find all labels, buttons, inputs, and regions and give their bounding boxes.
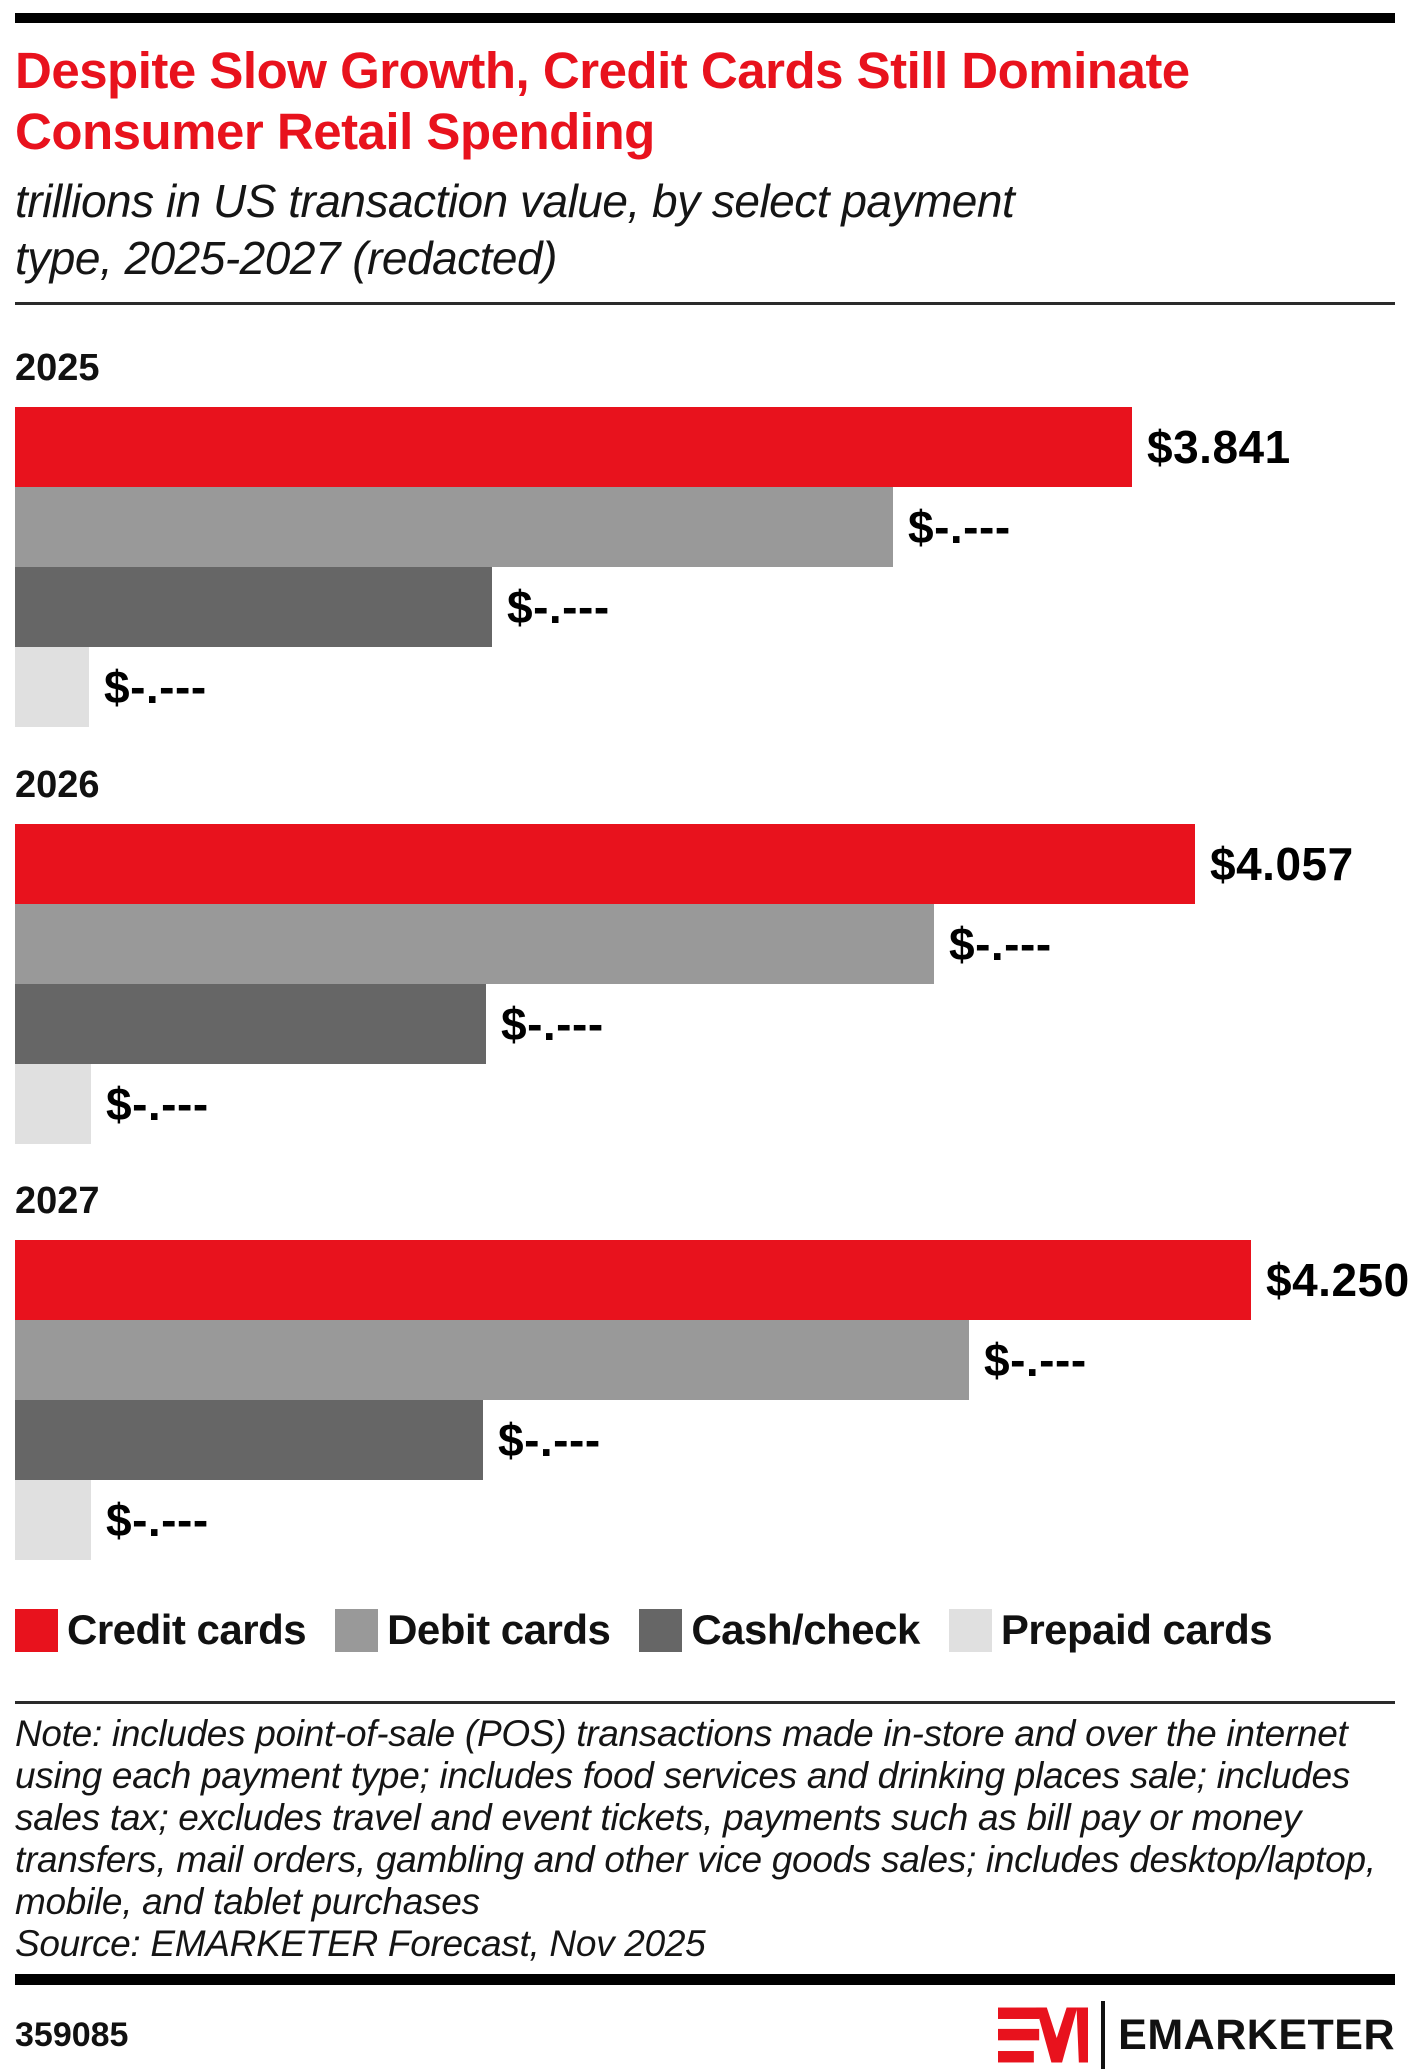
bar-row-credit-cards: $4.057 [15, 824, 1395, 904]
bar-value-label: $-.--- [106, 1078, 209, 1130]
bar [15, 1320, 969, 1400]
bar [15, 1064, 91, 1144]
bar-value-label: $-.--- [949, 918, 1052, 970]
bar-value-label: $-.--- [908, 501, 1011, 553]
bar-value-label: $-.--- [106, 1494, 209, 1546]
legend-item-debit-cards: Debit cards [335, 1606, 611, 1654]
legend-item-credit-cards: Credit cards [15, 1606, 307, 1654]
legend-swatch [948, 1608, 992, 1652]
top-black-bar [15, 13, 1395, 23]
bar-value-label: $4.250 [1266, 1254, 1410, 1306]
chart-page: Despite Slow Growth, Credit Cards Still … [0, 13, 1410, 2069]
bar-row-cash-check: $-.--- [15, 567, 1395, 647]
chart-source: Source: EMARKETER Forecast, Nov 2025 [15, 1923, 706, 1964]
bar [15, 984, 486, 1064]
bar-row-prepaid-cards: $-.--- [15, 1064, 1395, 1144]
subtitle-line-2: type, 2025-2027 (redacted) [15, 232, 557, 284]
bar-row-debit-cards: $-.--- [15, 1320, 1395, 1400]
bar [15, 904, 934, 984]
legend-label: Credit cards [67, 1606, 307, 1653]
bar-value-label: $-.--- [498, 1414, 601, 1466]
footer-row: 359085 EMARKETER [15, 2001, 1395, 2069]
footnote-divider-rule [15, 1701, 1395, 1704]
legend-item-prepaid-cards: Prepaid cards [948, 1606, 1273, 1654]
legend-label: Debit cards [387, 1606, 611, 1653]
bar [15, 1480, 91, 1560]
bar-row-prepaid-cards: $-.--- [15, 647, 1395, 727]
bar-row-prepaid-cards: $-.--- [15, 1480, 1395, 1560]
header-divider-rule [15, 302, 1395, 305]
legend-swatch [15, 1608, 58, 1652]
bar-row-credit-cards: $4.250 [15, 1240, 1409, 1320]
year-label: 2026 [15, 764, 100, 806]
bar [15, 567, 492, 647]
bar-value-label: $3.841 [1147, 421, 1291, 473]
legend-label: Prepaid cards [1000, 1606, 1273, 1653]
emarketer-logo: EMARKETER [998, 2001, 1395, 2069]
bar-row-debit-cards: $-.--- [15, 487, 1395, 567]
bar [15, 1240, 1251, 1320]
legend-label: Cash/check [691, 1606, 920, 1653]
bar-value-label: $4.057 [1210, 838, 1354, 890]
bar-value-label: $-.--- [507, 581, 610, 633]
bar-row-credit-cards: $3.841 [15, 407, 1395, 487]
bar-value-label: $-.--- [984, 1334, 1087, 1386]
bar-value-label: $-.--- [104, 661, 207, 713]
bar [15, 407, 1132, 487]
chart-title: Despite Slow Growth, Credit Cards Still … [15, 40, 1395, 162]
bar [15, 487, 893, 567]
bar-chart: 2025 $3.841 $-.--- $-.--- $-.--- 2026 $4.057 $-… [15, 346, 1409, 1560]
bar [15, 824, 1195, 904]
subtitle-line-1: trillions in US transaction value, by se… [15, 175, 1015, 227]
year-label: 2027 [15, 1180, 100, 1222]
logo-divider-bar [1101, 2001, 1106, 2069]
legend-item-cash-check: Cash/check [639, 1606, 920, 1654]
bar-row-cash-check: $-.--- [15, 1400, 1395, 1480]
bar [15, 1400, 483, 1480]
legend-swatch [335, 1608, 379, 1652]
title-line-2: Consumer Retail Spending [15, 103, 655, 160]
bar-row-cash-check: $-.--- [15, 984, 1395, 1064]
chart-id: 359085 [15, 2015, 129, 2054]
year-label: 2025 [15, 347, 100, 389]
footer-black-bar [15, 1974, 1395, 1985]
title-line-1: Despite Slow Growth, Credit Cards Still … [15, 42, 1190, 99]
bar [15, 647, 89, 727]
bar-row-debit-cards: $-.--- [15, 904, 1395, 984]
year-group-2025: 2025 $3.841 $-.--- $-.--- $-.--- [15, 346, 1395, 727]
chart-subtitle: trillions in US transaction value, by se… [15, 173, 1395, 287]
emarketer-monogram-icon [998, 2007, 1089, 2063]
year-group-2026: 2026 $4.057 $-.--- $-.--- $-.--- [15, 763, 1395, 1144]
legend-swatch [639, 1608, 683, 1652]
brand-name: EMARKETER [1118, 2010, 1395, 2059]
chart-note: Note: includes point-of-sale (POS) trans… [15, 1713, 1376, 1922]
bar-value-label: $-.--- [501, 998, 604, 1050]
year-group-2027: 2027 $4.250 $-.--- $-.--- $-.--- [15, 1179, 1409, 1560]
chart-legend: Credit cards Debit cards Cash/check Prepaid… [15, 1606, 1395, 1654]
